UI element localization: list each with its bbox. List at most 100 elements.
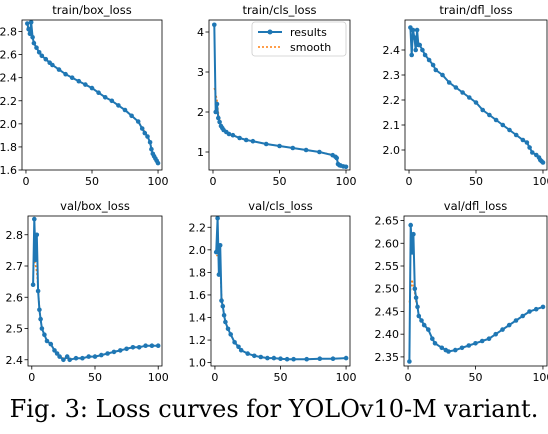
results-point bbox=[304, 357, 309, 362]
results-point bbox=[527, 309, 532, 314]
y-tick-label: 1 bbox=[197, 146, 204, 159]
results-point bbox=[70, 75, 75, 80]
results-point bbox=[520, 314, 525, 319]
results-line bbox=[409, 225, 543, 361]
results-point bbox=[93, 354, 98, 359]
results-point bbox=[412, 35, 417, 40]
results-point bbox=[116, 103, 121, 108]
results-point bbox=[228, 332, 233, 337]
results-point bbox=[427, 58, 432, 63]
y-tick-label: 1.8 bbox=[189, 266, 207, 279]
results-point bbox=[334, 156, 339, 161]
results-point bbox=[34, 45, 39, 50]
results-line bbox=[27, 22, 158, 163]
results-point bbox=[413, 48, 418, 53]
results-point bbox=[447, 80, 452, 85]
results-point bbox=[61, 358, 66, 363]
x-tick-label: 0 bbox=[28, 371, 35, 384]
results-point bbox=[215, 102, 220, 107]
results-point bbox=[150, 343, 155, 348]
results-point bbox=[430, 336, 435, 341]
axes-frame bbox=[405, 20, 547, 170]
x-tick-label: 0 bbox=[406, 175, 413, 188]
results-point bbox=[259, 355, 264, 360]
y-tick-label: 2.6 bbox=[0, 49, 17, 62]
results-point bbox=[431, 63, 436, 68]
x-tick-label: 100 bbox=[148, 175, 169, 188]
results-point bbox=[415, 28, 420, 33]
results-point bbox=[42, 332, 47, 337]
results-point bbox=[494, 118, 499, 123]
results-point bbox=[124, 347, 129, 352]
results-point bbox=[136, 119, 141, 124]
subplot-title: val/cls_loss bbox=[248, 199, 312, 213]
y-tick-label: 1.8 bbox=[0, 141, 17, 154]
results-point bbox=[217, 272, 222, 277]
y-tick-label: 1.0 bbox=[189, 357, 207, 370]
subplot-6: val/dfl_loss0501002.352.402.452.502.552.… bbox=[375, 199, 548, 384]
results-point bbox=[285, 357, 290, 362]
subplot-title: val/box_loss bbox=[60, 199, 130, 213]
y-tick-label: 2.0 bbox=[189, 244, 207, 257]
y-tick-label: 2.7 bbox=[6, 260, 24, 273]
legend-smooth-label: smooth bbox=[290, 41, 331, 54]
results-point bbox=[214, 250, 219, 255]
results-point bbox=[530, 150, 535, 155]
y-tick-label: 2.60 bbox=[375, 237, 400, 250]
results-point bbox=[86, 354, 91, 359]
y-tick-label: 2.3 bbox=[383, 69, 401, 82]
results-point bbox=[37, 307, 42, 312]
y-tick-label: 2.8 bbox=[6, 229, 24, 242]
results-point bbox=[45, 339, 50, 344]
results-point bbox=[137, 345, 142, 350]
results-point bbox=[272, 356, 277, 361]
y-tick-label: 2.55 bbox=[375, 260, 400, 273]
results-point bbox=[408, 223, 413, 228]
results-point bbox=[446, 349, 451, 354]
y-tick-label: 2.4 bbox=[6, 354, 24, 367]
x-tick-label: 50 bbox=[85, 175, 99, 188]
axes-frame bbox=[28, 216, 162, 366]
axes-frame bbox=[211, 216, 350, 366]
results-point bbox=[454, 85, 459, 90]
x-tick-label: 100 bbox=[532, 175, 548, 188]
results-point bbox=[331, 356, 336, 361]
results-point bbox=[480, 339, 485, 344]
results-point bbox=[38, 317, 43, 322]
subplot-title: train/box_loss bbox=[52, 3, 131, 17]
y-tick-label: 2.40 bbox=[375, 328, 400, 341]
legend-results-label: results bbox=[290, 26, 327, 39]
y-tick-label: 2.8 bbox=[0, 26, 17, 39]
results-point bbox=[216, 116, 221, 121]
x-tick-label: 50 bbox=[274, 371, 288, 384]
subplot-title: train/cls_loss bbox=[242, 3, 316, 17]
results-point bbox=[480, 108, 485, 113]
results-point bbox=[318, 356, 323, 361]
y-tick-label: 2.50 bbox=[375, 283, 400, 296]
results-point bbox=[534, 307, 539, 312]
results-point bbox=[467, 95, 472, 100]
results-point bbox=[420, 48, 425, 53]
results-point bbox=[419, 318, 424, 323]
results-point bbox=[514, 318, 519, 323]
results-point bbox=[344, 165, 349, 170]
results-point bbox=[487, 336, 492, 341]
y-tick-label: 2.1 bbox=[383, 119, 401, 132]
results-point bbox=[123, 108, 128, 113]
y-tick-label: 2.6 bbox=[6, 291, 24, 304]
y-tick-label: 2.0 bbox=[0, 118, 17, 131]
y-tick-label: 1.6 bbox=[189, 289, 207, 302]
results-point bbox=[25, 21, 30, 26]
results-point bbox=[40, 326, 45, 331]
results-point bbox=[407, 359, 412, 364]
x-tick-label: 100 bbox=[148, 371, 169, 384]
results-point bbox=[265, 356, 270, 361]
results-point bbox=[460, 90, 465, 95]
figure-caption: Fig. 3: Loss curves for YOLOv10-M varian… bbox=[0, 394, 548, 434]
y-tick-label: 3 bbox=[197, 66, 204, 79]
results-point bbox=[221, 304, 226, 309]
results-point bbox=[77, 79, 82, 84]
